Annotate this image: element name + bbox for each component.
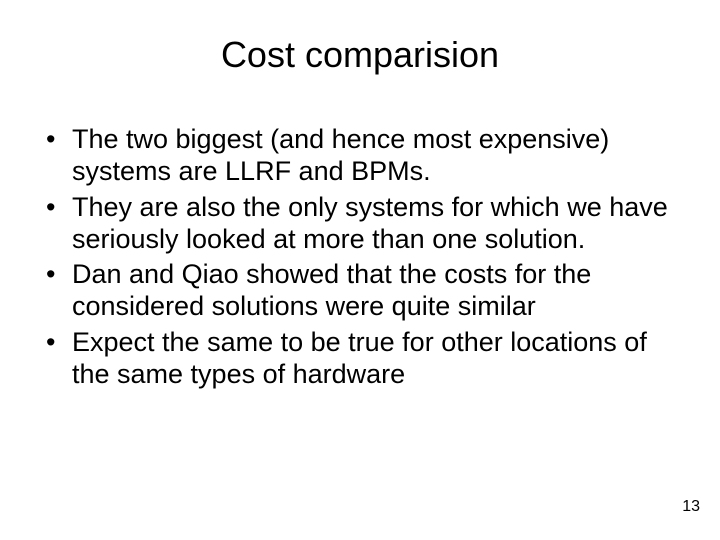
bullet-list: The two biggest (and hence most expensiv… xyxy=(38,124,682,391)
page-number: 13 xyxy=(682,498,700,516)
slide: Cost comparision The two biggest (and he… xyxy=(0,0,720,540)
bullet-item: Expect the same to be true for other loc… xyxy=(38,327,682,391)
bullet-item: They are also the only systems for which… xyxy=(38,192,682,256)
bullet-item: Dan and Qiao showed that the costs for t… xyxy=(38,259,682,323)
bullet-item: The two biggest (and hence most expensiv… xyxy=(38,124,682,188)
slide-title: Cost comparision xyxy=(38,34,682,76)
